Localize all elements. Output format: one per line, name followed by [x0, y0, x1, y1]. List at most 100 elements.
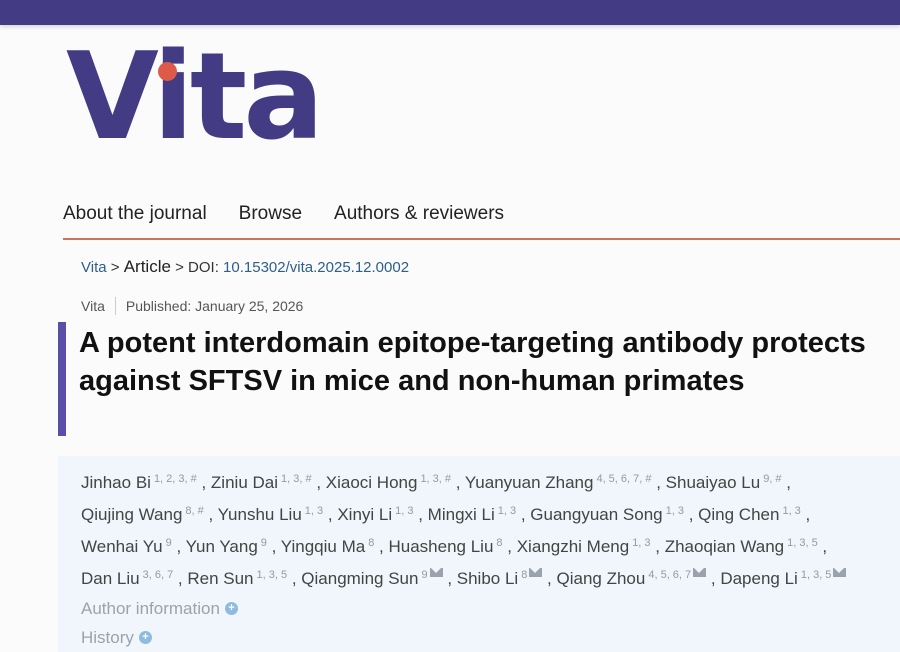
author-line: Wenhai Yu 9 , Yun Yang 9 , Yingqiu Ma 8 , H… [81, 530, 900, 562]
author-name[interactable]: Xiangzhi Meng [516, 537, 630, 556]
author-affiliation[interactable]: 9, # [763, 473, 782, 485]
author-affiliation[interactable]: 1, 2, 3, # [153, 473, 197, 485]
author-name[interactable]: Xinyi Li [337, 505, 393, 524]
article-title: A potent interdomain epitope-targeting a… [79, 327, 866, 397]
plus-icon[interactable]: + [224, 602, 238, 615]
nav-divider [63, 238, 900, 240]
separator: , [311, 473, 326, 492]
separator: , [451, 473, 465, 492]
published-date: Published: January 25, 2026 [125, 298, 304, 314]
author-name[interactable]: Ziniu Dai [210, 473, 279, 492]
author-line: Jinhao Bi 1, 2, 3, # , Ziniu Dai 1, 3, # ,… [81, 466, 900, 498]
separator: , [442, 569, 457, 588]
separator: , [650, 537, 665, 556]
separator: , [817, 537, 828, 556]
author-name[interactable]: Shuaiyao Lu [665, 473, 761, 492]
logo-text: Vita [66, 28, 324, 167]
author-name[interactable]: Zhaoqian Wang [664, 537, 785, 556]
author-affiliation[interactable]: 1, 3 [632, 537, 651, 549]
author-affiliation[interactable]: 1, 3 [665, 505, 684, 517]
plus-icon[interactable]: + [138, 631, 152, 644]
author-affiliation[interactable]: 1, 3 [782, 505, 801, 517]
separator: , [781, 473, 792, 492]
author-affiliation[interactable]: 1, 3 [497, 505, 517, 517]
breadcrumb-article: Article [123, 257, 171, 276]
author-affiliation[interactable]: 4, 5, 6, 7 [648, 569, 692, 581]
nav-about[interactable]: About the journal [63, 203, 207, 224]
author-information-toggle[interactable]: Author information + [81, 594, 900, 623]
history-toggle[interactable]: History + [81, 623, 900, 652]
author-name[interactable]: Dan Liu [81, 569, 140, 588]
author-name[interactable]: Yun Yang [185, 537, 258, 556]
separator: , [413, 505, 428, 524]
author-name[interactable]: Xiaoci Hong [325, 473, 418, 492]
author-line: Dan Liu 3, 6, 7 , Ren Sun 1, 3, 5 , Qiangm… [81, 562, 900, 594]
author-block: Jinhao Bi 1, 2, 3, # , Ziniu Dai 1, 3, # ,… [58, 456, 900, 652]
nav-authors-reviewers[interactable]: Authors & reviewers [334, 203, 505, 224]
author-affiliation[interactable]: 1, 3, 5 [256, 569, 288, 581]
author-affiliation[interactable]: 9 [260, 537, 267, 549]
vita-logo[interactable]: Vita [66, 38, 324, 158]
breadcrumb-sep: > [175, 259, 184, 276]
author-name[interactable]: Yingqiu Ma [280, 537, 366, 556]
author-name[interactable]: Mingxi Li [427, 505, 495, 524]
doi-label: DOI: [188, 259, 219, 276]
author-name[interactable]: Qiang Zhou [556, 569, 646, 588]
separator: , [266, 537, 281, 556]
doi-link[interactable]: 10.15302/vita.2025.12.0002 [223, 259, 410, 276]
author-name[interactable]: Shibo Li [456, 569, 519, 588]
nav-browse[interactable]: Browse [238, 203, 303, 224]
separator: , [203, 505, 218, 524]
mail-icon[interactable] [833, 568, 847, 577]
separator: , [684, 505, 699, 524]
separator: , [374, 537, 389, 556]
author-name[interactable]: Qing Chen [698, 505, 780, 524]
author-name[interactable]: Jinhao Bi [81, 473, 151, 492]
author-name[interactable]: Ren Sun [187, 569, 254, 588]
mail-icon[interactable] [429, 568, 443, 577]
separator: , [323, 505, 338, 524]
author-line: Qiujing Wang 8, # , Yunshu Liu 1, 3 , Xiny… [81, 498, 900, 530]
mail-icon[interactable] [529, 568, 543, 577]
breadcrumb-home[interactable]: Vita [81, 259, 107, 276]
author-affiliation[interactable]: 8 [521, 569, 528, 581]
author-affiliation[interactable]: 3, 6, 7 [142, 569, 174, 581]
author-affiliation[interactable]: 8, # [185, 505, 204, 517]
separator: , [287, 569, 302, 588]
author-affiliation[interactable]: 9 [421, 569, 428, 581]
separator: , [196, 473, 211, 492]
author-name[interactable]: Qiujing Wang [81, 505, 183, 524]
history-label: History [81, 627, 134, 647]
separator: , [800, 505, 811, 524]
author-name[interactable]: Huasheng Liu [388, 537, 494, 556]
separator: , [173, 569, 188, 588]
breadcrumb: Vita > Article > DOI: 10.15302/vita.2025… [81, 257, 409, 277]
separator: , [542, 569, 557, 588]
author-affiliation[interactable]: 1, 3, 5 [787, 537, 818, 549]
author-name[interactable]: Yunshu Liu [217, 505, 302, 524]
author-name[interactable]: Wenhai Yu [81, 537, 163, 556]
separator: , [171, 537, 186, 556]
separator: , [651, 473, 666, 492]
author-name[interactable]: Yuanyuan Zhang [464, 473, 594, 492]
author-affiliation[interactable]: 4, 5, 6, 7, # [596, 473, 652, 485]
author-name[interactable]: Guangyuan Song [530, 505, 663, 524]
author-affiliation[interactable]: 1, 3 [304, 505, 324, 517]
mail-icon[interactable] [693, 568, 707, 577]
title-accent-bar [58, 322, 66, 436]
author-affiliation[interactable]: 1, 3, 5 [800, 569, 832, 581]
author-affiliation[interactable]: 8 [496, 537, 503, 549]
author-affiliation[interactable]: 1, 3 [395, 505, 414, 517]
breadcrumb-sep: > [110, 259, 120, 276]
separator: , [706, 569, 721, 588]
logo-dot [158, 62, 177, 81]
meta-divider [114, 297, 116, 315]
author-affiliation[interactable]: 1, 3, # [420, 473, 452, 485]
author-name[interactable]: Qiangming Sun [301, 569, 419, 588]
main-nav: About the journal Browse Authors & revie… [63, 203, 504, 225]
author-affiliation[interactable]: 8 [368, 537, 375, 549]
author-affiliation[interactable]: 1, 3, # [281, 473, 312, 485]
author-affiliation[interactable]: 9 [165, 537, 172, 549]
author-name[interactable]: Dapeng Li [720, 569, 798, 588]
separator: , [516, 505, 531, 524]
